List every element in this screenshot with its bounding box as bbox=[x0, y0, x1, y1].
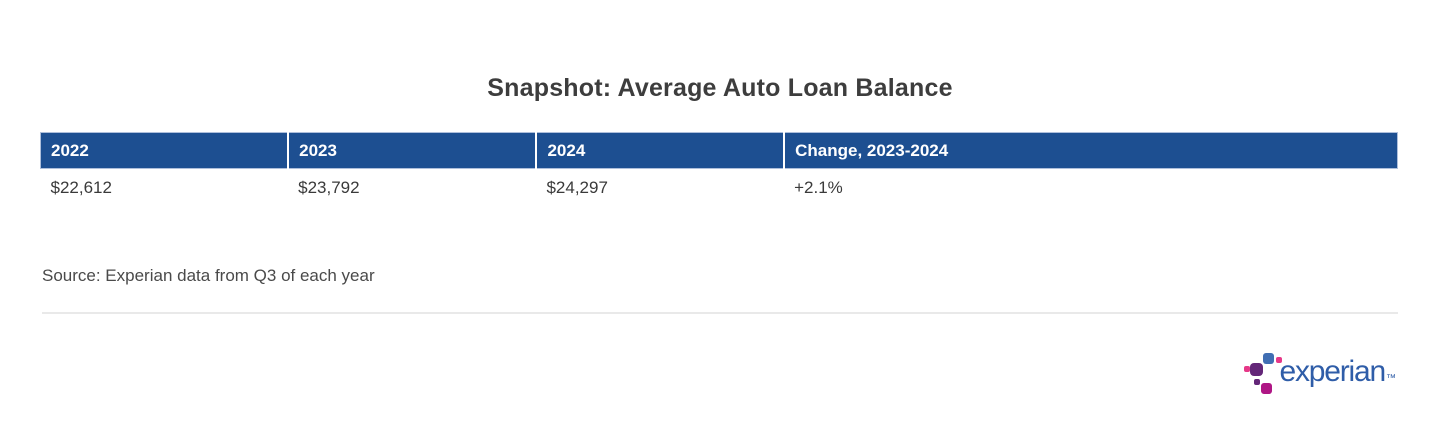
logo-square-pink-top bbox=[1275, 356, 1282, 363]
value-2024: $24,297 bbox=[536, 168, 785, 208]
logo-square-blue bbox=[1262, 352, 1274, 364]
experian-wordmark: experian™ bbox=[1279, 355, 1396, 388]
experian-logo-mark-icon bbox=[1243, 349, 1284, 399]
column-header-2024: 2024 bbox=[535, 132, 785, 169]
logo-square-pink-left bbox=[1243, 365, 1250, 372]
logo-square-purple-large bbox=[1249, 362, 1263, 376]
table-row: $22,612 $23,792 $24,297 +2.1% bbox=[40, 168, 1398, 208]
column-header-2023: 2023 bbox=[287, 132, 537, 169]
value-change: +2.1% bbox=[784, 168, 1398, 208]
value-2022: $22,612 bbox=[40, 168, 289, 208]
table-header-row: 2022 2023 2024 Change, 2023-2024 bbox=[40, 132, 1399, 169]
horizontal-divider bbox=[42, 312, 1398, 314]
column-header-change: Change, 2023-2024 bbox=[783, 132, 1399, 169]
logo-square-magenta-large bbox=[1260, 382, 1272, 394]
source-note: Source: Experian data from Q3 of each ye… bbox=[42, 266, 375, 285]
trademark-symbol: ™ bbox=[1386, 373, 1396, 384]
column-header-2022: 2022 bbox=[40, 132, 289, 169]
experian-logo: experian™ bbox=[1243, 344, 1396, 400]
auto-loan-balance-table: 2022 2023 2024 Change, 2023-2024 $22,612… bbox=[40, 132, 1399, 208]
value-2023: $23,792 bbox=[288, 168, 537, 208]
logo-square-purple-small bbox=[1253, 378, 1260, 385]
page-title: Snapshot: Average Auto Loan Balance bbox=[487, 73, 953, 102]
